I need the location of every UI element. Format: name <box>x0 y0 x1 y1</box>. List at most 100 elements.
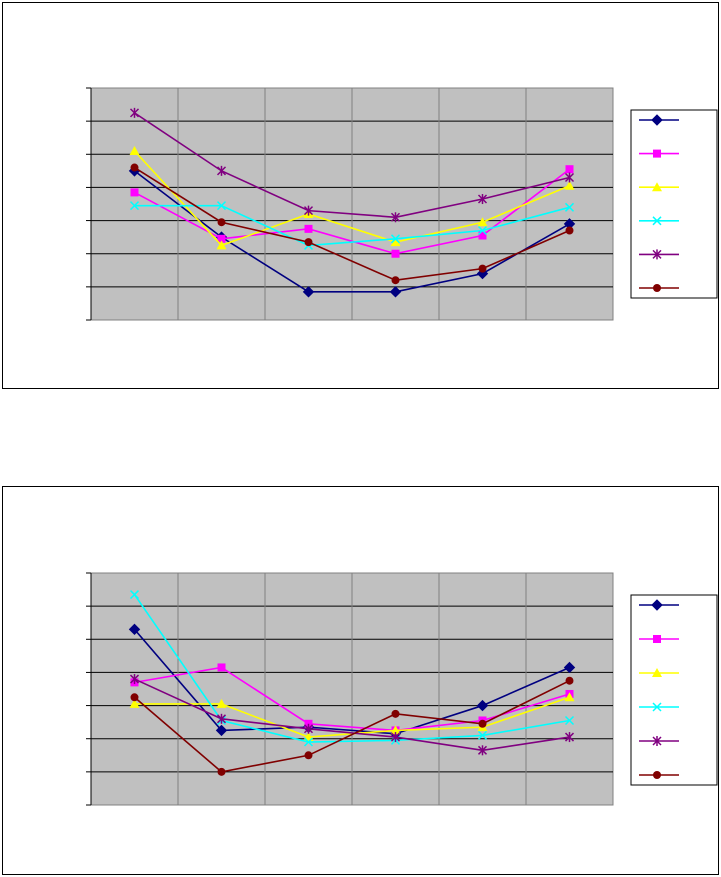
series-5-point <box>303 205 314 216</box>
series-5 <box>129 674 575 756</box>
legend-marker <box>651 114 663 126</box>
series-5-line <box>134 678 570 752</box>
series-3-point <box>477 217 488 227</box>
series-4-point <box>477 730 488 740</box>
series-4-point <box>129 590 140 600</box>
series-1-line <box>134 170 570 293</box>
series-1-point <box>563 661 576 674</box>
legend-entry-2 <box>639 149 679 158</box>
series-1-point <box>389 286 402 298</box>
legend-marker <box>653 771 661 779</box>
legend-entry-6 <box>639 284 679 292</box>
series-1-point <box>476 699 489 712</box>
series-5-point <box>477 194 488 205</box>
series-6-point <box>217 767 226 776</box>
series-5-point <box>129 674 140 685</box>
chart-svg-top <box>86 87 718 321</box>
legend-marker <box>653 284 661 292</box>
legend-marker <box>652 216 662 226</box>
series-2-point <box>304 224 313 233</box>
series-4-line <box>134 204 570 247</box>
series-6-point <box>478 264 487 273</box>
series-1-line <box>133 628 570 735</box>
legend-box <box>630 109 718 299</box>
series-6-line <box>134 166 570 282</box>
series-6-point <box>565 226 574 235</box>
series-2-point <box>217 234 226 243</box>
chart-svg-bottom <box>86 572 718 806</box>
series-5-line <box>134 112 570 219</box>
series-3-point <box>216 698 227 708</box>
series-4-point <box>390 234 401 244</box>
series-3-point <box>390 725 401 735</box>
series-5-point <box>216 165 227 176</box>
legend-marker <box>653 149 661 158</box>
series-6-point <box>478 719 487 728</box>
legend-box <box>630 594 718 786</box>
series-6-line <box>133 679 570 773</box>
legend-entry-6 <box>639 771 679 779</box>
legend-entry-2 <box>639 635 679 643</box>
series-6-point <box>304 751 313 760</box>
series-6-point <box>130 163 139 172</box>
series-2 <box>130 165 574 258</box>
legend-marker <box>652 249 662 260</box>
series-3-point <box>564 692 575 702</box>
series-3-point <box>129 698 140 708</box>
series-5-point <box>564 732 575 743</box>
series-5-point <box>390 212 401 223</box>
series-3-point <box>129 145 140 155</box>
series-4-point <box>564 715 575 726</box>
series-6-point <box>217 218 226 227</box>
series-1-point <box>302 286 315 298</box>
series-3-point <box>390 237 401 247</box>
series-2-line <box>134 168 570 255</box>
series-3-point <box>564 180 575 190</box>
series-6-point <box>391 276 400 285</box>
line-chart-top <box>2 2 719 389</box>
series-6-point <box>130 693 139 702</box>
legend-entry-1 <box>639 114 679 126</box>
series-2-point <box>391 249 400 258</box>
series-4 <box>129 201 575 250</box>
series-3-line <box>133 150 570 247</box>
series-4-point <box>216 201 227 211</box>
legend-marker <box>652 736 662 746</box>
legend-entry-3 <box>639 182 679 192</box>
series-2-point <box>478 231 487 240</box>
series-5-point <box>477 745 488 756</box>
series-1-point <box>215 724 228 737</box>
legend-marker <box>652 668 662 677</box>
legend-entry-3 <box>639 668 679 677</box>
legend-entry-1 <box>639 599 679 611</box>
legend-entry-5 <box>639 736 679 746</box>
series-2-point <box>130 188 139 197</box>
series-4-point <box>477 225 488 236</box>
legend-entry-4 <box>639 216 679 226</box>
legend-marker <box>653 635 661 643</box>
series-5-point <box>303 723 314 734</box>
series-4-point <box>564 202 575 212</box>
series-3-point <box>216 240 227 250</box>
series-4-point <box>303 737 314 747</box>
series-6-point <box>304 238 313 247</box>
legend-entry-5 <box>639 249 679 260</box>
legend-marker <box>651 599 663 611</box>
series-2-point <box>217 663 226 672</box>
series-5-point <box>390 732 401 743</box>
legend-entry-4 <box>639 702 679 712</box>
series-2-point <box>565 165 574 174</box>
legend-marker <box>652 702 662 712</box>
series-5-point <box>216 713 227 724</box>
series-4-line <box>133 594 570 743</box>
series-6 <box>130 676 574 776</box>
series-1-point <box>128 623 141 636</box>
series-5 <box>129 107 575 223</box>
series-6 <box>130 163 574 285</box>
series-5-point <box>564 172 575 183</box>
legend-marker <box>652 182 662 192</box>
series-6-point <box>391 709 400 718</box>
series-5-point <box>129 107 140 118</box>
series-4-point <box>129 201 140 211</box>
line-chart-bottom <box>2 486 719 875</box>
